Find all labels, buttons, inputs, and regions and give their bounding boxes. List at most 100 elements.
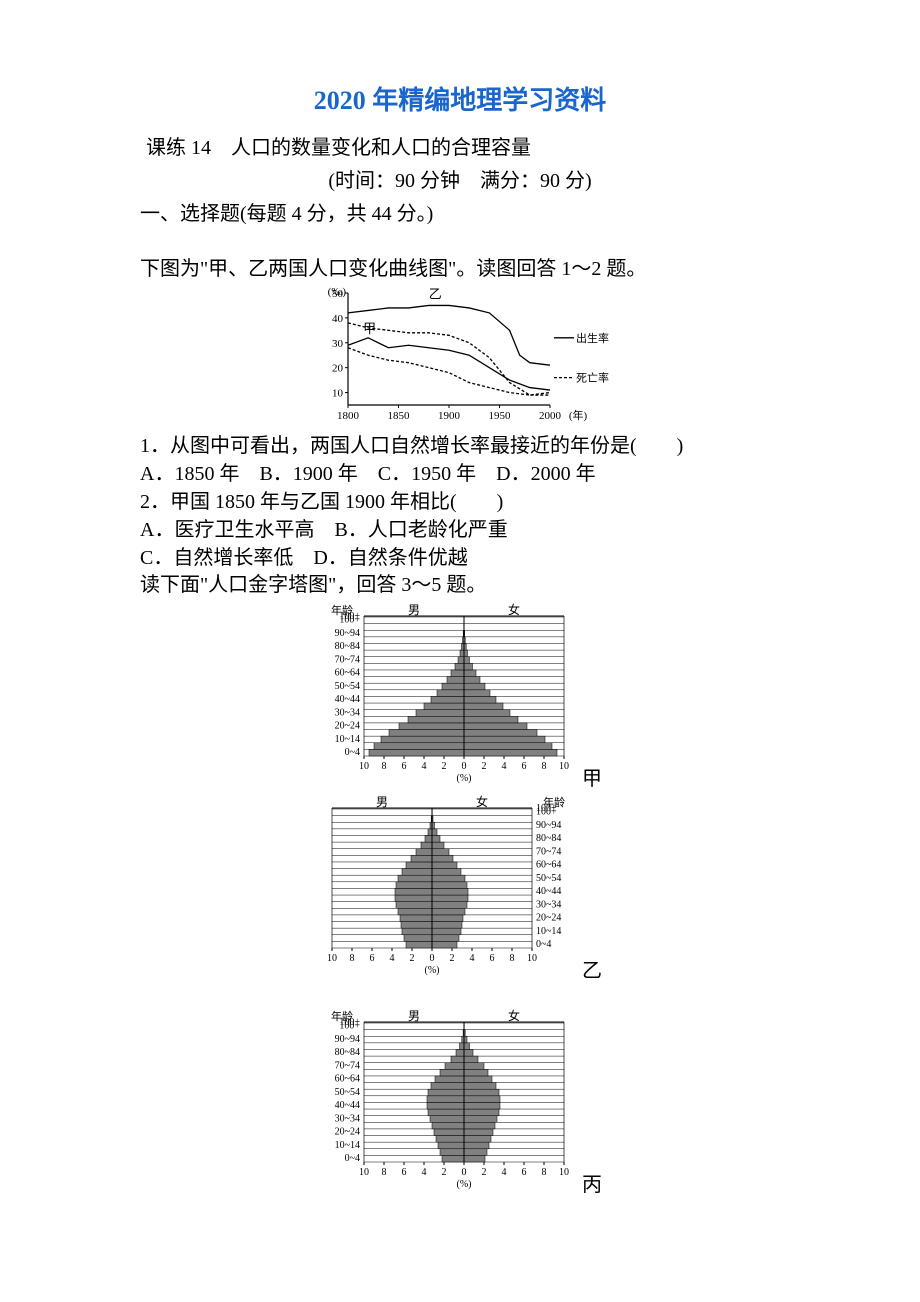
svg-text:10: 10 bbox=[359, 1167, 369, 1178]
svg-text:4: 4 bbox=[502, 1167, 507, 1178]
svg-text:0~4: 0~4 bbox=[345, 1153, 360, 1164]
svg-text:4: 4 bbox=[422, 761, 427, 772]
svg-text:20~24: 20~24 bbox=[335, 1127, 360, 1138]
svg-text:0~4: 0~4 bbox=[536, 939, 551, 950]
svg-text:6: 6 bbox=[522, 761, 527, 772]
svg-text:4: 4 bbox=[470, 953, 475, 964]
svg-text:8: 8 bbox=[542, 1167, 547, 1178]
svg-text:(年): (年) bbox=[569, 408, 588, 422]
time-score: (时间：90 分钟 满分：90 分) bbox=[140, 164, 780, 193]
question-1: 1．从图中可看出，两国人口自然增长率最接近的年份是( ) bbox=[140, 432, 780, 460]
svg-text:4: 4 bbox=[390, 953, 395, 964]
pyramid-jia-wrap: 年龄男女0~410~1420~2430~3440~4450~5460~6470~… bbox=[140, 601, 780, 791]
svg-text:女: 女 bbox=[476, 794, 488, 809]
svg-text:2: 2 bbox=[482, 761, 487, 772]
svg-text:1800: 1800 bbox=[337, 410, 360, 422]
svg-text:2: 2 bbox=[482, 1167, 487, 1178]
pyramid-yi-wrap: 年龄男女0~410~1420~2430~3440~4450~5460~6470~… bbox=[140, 793, 780, 983]
pyramid-bing: 年龄男女0~410~1420~2430~3440~4450~5460~6470~… bbox=[318, 1007, 578, 1192]
svg-text:40: 40 bbox=[332, 313, 344, 325]
svg-text:2: 2 bbox=[442, 1167, 447, 1178]
svg-text:80~84: 80~84 bbox=[335, 641, 360, 652]
svg-text:10: 10 bbox=[559, 1167, 569, 1178]
svg-text:女: 女 bbox=[508, 1008, 520, 1023]
svg-text:6: 6 bbox=[402, 761, 407, 772]
question-2-options-b: C．自然增长率低 D．自然条件优越 bbox=[140, 544, 780, 572]
svg-text:2: 2 bbox=[450, 953, 455, 964]
question-2: 2．甲国 1850 年与乙国 1900 年相比( ) bbox=[140, 488, 780, 516]
svg-text:10: 10 bbox=[527, 953, 537, 964]
svg-text:6: 6 bbox=[370, 953, 375, 964]
svg-text:20~24: 20~24 bbox=[536, 913, 561, 924]
doc-title: 2020 年精编地理学习资料 bbox=[140, 80, 780, 117]
svg-text:70~74: 70~74 bbox=[335, 1060, 360, 1071]
svg-text:6: 6 bbox=[490, 953, 495, 964]
svg-text:2: 2 bbox=[442, 761, 447, 772]
pyramid-yi-label: 乙 bbox=[582, 954, 602, 983]
lesson-title: 课练 14 人口的数量变化和人口的合理容量 bbox=[140, 131, 780, 160]
svg-text:8: 8 bbox=[350, 953, 355, 964]
svg-text:10~14: 10~14 bbox=[335, 734, 360, 745]
svg-text:60~64: 60~64 bbox=[335, 1074, 360, 1085]
svg-text:90~94: 90~94 bbox=[536, 820, 561, 831]
intro-1: 下图为"甲、乙两国人口变化曲线图"。读图回答 1～2 题。 bbox=[140, 256, 780, 283]
svg-text:男: 男 bbox=[408, 603, 420, 617]
svg-text:10: 10 bbox=[327, 953, 337, 964]
svg-text:30~34: 30~34 bbox=[335, 707, 360, 718]
svg-text:女: 女 bbox=[508, 602, 520, 617]
question-2-options-a: A．医疗卫生水平高 B．人口老龄化严重 bbox=[140, 516, 780, 544]
svg-text:60~64: 60~64 bbox=[335, 668, 360, 679]
svg-text:70~74: 70~74 bbox=[335, 654, 360, 665]
svg-text:男: 男 bbox=[408, 1009, 420, 1023]
svg-text:(‰): (‰) bbox=[328, 286, 347, 298]
svg-text:出生率: 出生率 bbox=[576, 331, 609, 345]
pyramid-jia: 年龄男女0~410~1420~2430~3440~4450~5460~6470~… bbox=[318, 601, 578, 786]
intro-2: 读下面"人口金字塔图"，回答 3～5 题。 bbox=[140, 572, 780, 599]
svg-text:60~64: 60~64 bbox=[536, 860, 561, 871]
svg-text:90~94: 90~94 bbox=[335, 628, 360, 639]
section-1-title: 一、选择题(每题 4 分，共 44 分。) bbox=[140, 197, 780, 226]
population-change-chart: 1020304050(‰)18001850190019502000(年)甲乙出生… bbox=[310, 285, 610, 425]
svg-text:30~34: 30~34 bbox=[335, 1113, 360, 1124]
chart-1-wrap: 1020304050(‰)18001850190019502000(年)甲乙出生… bbox=[140, 285, 780, 430]
svg-text:0: 0 bbox=[462, 761, 467, 772]
svg-text:0: 0 bbox=[430, 953, 435, 964]
svg-text:10: 10 bbox=[559, 761, 569, 772]
svg-text:50~54: 50~54 bbox=[536, 873, 561, 884]
svg-text:乙: 乙 bbox=[429, 286, 442, 301]
svg-text:10~14: 10~14 bbox=[536, 926, 561, 937]
svg-text:2000: 2000 bbox=[539, 410, 562, 422]
svg-text:甲: 甲 bbox=[363, 321, 376, 336]
svg-text:30: 30 bbox=[332, 338, 344, 350]
svg-text:8: 8 bbox=[382, 1167, 387, 1178]
svg-text:0: 0 bbox=[462, 1167, 467, 1178]
svg-text:4: 4 bbox=[502, 761, 507, 772]
pyramid-bing-wrap: 年龄男女0~410~1420~2430~3440~4450~5460~6470~… bbox=[140, 1007, 780, 1197]
pyramid-bing-label: 丙 bbox=[582, 1168, 602, 1197]
svg-text:(%): (%) bbox=[457, 1179, 472, 1190]
svg-text:8: 8 bbox=[382, 761, 387, 772]
svg-text:100+: 100+ bbox=[339, 611, 360, 622]
svg-text:40~44: 40~44 bbox=[536, 886, 561, 897]
svg-text:(%): (%) bbox=[457, 773, 472, 784]
svg-text:40~44: 40~44 bbox=[335, 1100, 360, 1111]
svg-text:10: 10 bbox=[359, 761, 369, 772]
svg-text:6: 6 bbox=[402, 1167, 407, 1178]
svg-text:4: 4 bbox=[422, 1167, 427, 1178]
svg-text:1950: 1950 bbox=[489, 410, 512, 422]
svg-text:8: 8 bbox=[510, 953, 515, 964]
svg-text:50~54: 50~54 bbox=[335, 681, 360, 692]
pyramid-yi: 年龄男女0~410~1420~2430~3440~4450~5460~6470~… bbox=[318, 793, 578, 978]
pyramid-jia-label: 甲 bbox=[582, 762, 602, 791]
svg-text:20: 20 bbox=[332, 363, 344, 375]
svg-text:100+: 100+ bbox=[536, 803, 557, 814]
svg-text:90~94: 90~94 bbox=[335, 1034, 360, 1045]
svg-text:(%): (%) bbox=[425, 965, 440, 976]
svg-text:70~74: 70~74 bbox=[536, 846, 561, 857]
svg-text:20~24: 20~24 bbox=[335, 721, 360, 732]
svg-text:30~34: 30~34 bbox=[536, 899, 561, 910]
svg-text:2: 2 bbox=[410, 953, 415, 964]
svg-text:8: 8 bbox=[542, 761, 547, 772]
svg-text:1850: 1850 bbox=[388, 410, 411, 422]
svg-text:0~4: 0~4 bbox=[345, 747, 360, 758]
